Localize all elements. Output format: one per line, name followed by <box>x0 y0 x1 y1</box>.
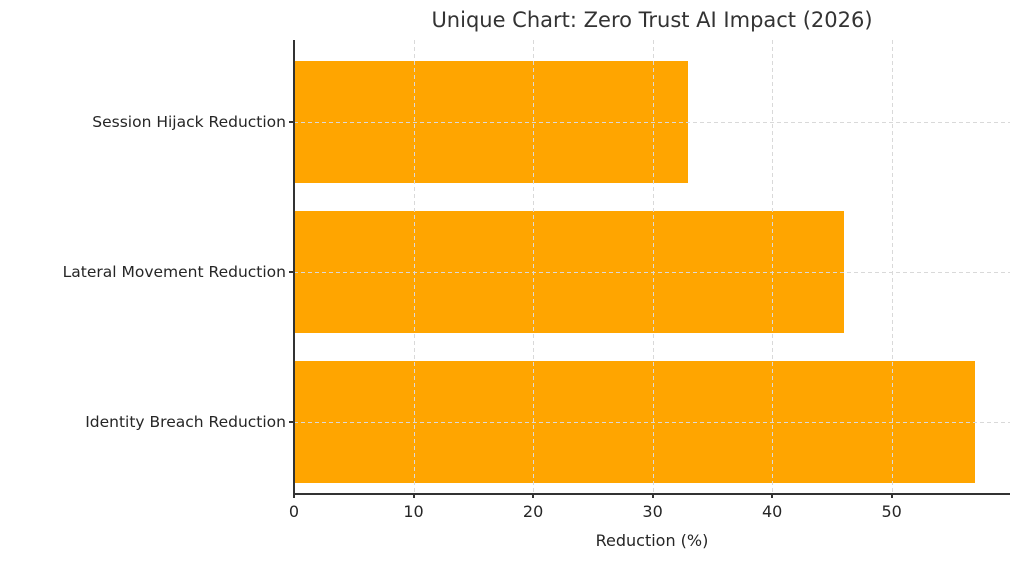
y-tick-mark <box>289 420 294 423</box>
vertical-gridline <box>413 40 415 493</box>
x-axis-label: Reduction (%) <box>595 531 709 550</box>
plot-area <box>293 40 1010 495</box>
y-tick-mark <box>289 120 294 123</box>
horizontal-gridline <box>294 121 1010 123</box>
x-tick-mark <box>412 493 415 498</box>
x-tick-mark <box>651 493 654 498</box>
vertical-gridline <box>891 40 893 493</box>
y-tick-label: Session Hijack Reduction <box>92 112 286 131</box>
vertical-gridline <box>772 40 774 493</box>
x-tick-mark <box>293 493 295 498</box>
x-tick-label: 30 <box>642 502 663 521</box>
vertical-gridline <box>533 40 535 493</box>
x-tick-mark <box>532 493 535 498</box>
x-tick-label: 10 <box>403 502 424 521</box>
y-tick-mark <box>289 270 294 273</box>
x-tick-label: 50 <box>881 502 902 521</box>
y-tick-label: Lateral Movement Reduction <box>62 262 286 281</box>
y-axis-spine <box>293 40 295 493</box>
x-tick-label: 0 <box>288 502 300 521</box>
horizontal-gridline <box>294 421 1010 423</box>
vertical-gridline <box>652 40 654 493</box>
horizontal-gridline <box>294 271 1010 273</box>
chart-title: Unique Chart: Zero Trust AI Impact (2026… <box>431 8 873 32</box>
y-tick-label: Identity Breach Reduction <box>85 412 286 431</box>
x-tick-label: 20 <box>522 502 544 521</box>
x-tick-mark <box>890 493 893 498</box>
x-tick-mark <box>771 493 774 498</box>
x-tick-label: 40 <box>761 502 783 521</box>
x-axis-spine <box>293 493 1010 495</box>
